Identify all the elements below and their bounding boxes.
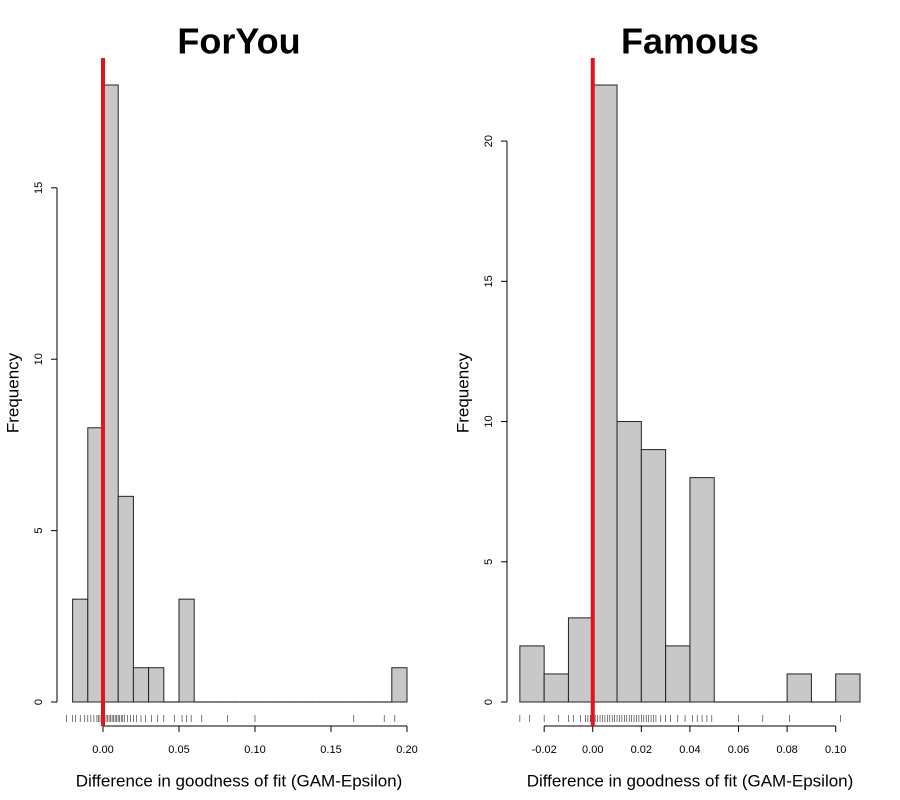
panel-1-y-tick-label-2: 10 — [33, 353, 45, 365]
panel-1-bar-0 — [72, 598, 89, 703]
panel-1-bar-7 — [178, 598, 195, 703]
panel-2-bar-0 — [519, 645, 545, 703]
panel-2-x-tick-label-0: -0.02 — [532, 744, 557, 756]
panel-1-bar-4 — [132, 667, 150, 703]
panel-2-y-tick-label-4: 20 — [483, 135, 495, 147]
panel-2-x-tick-label-3: 0.04 — [679, 744, 700, 756]
panel-2-y-tick-label-0: 0 — [483, 699, 495, 705]
panel-1-x-tick-label-0: 0.00 — [92, 744, 113, 756]
panel-1-bar-1 — [87, 427, 104, 703]
panel-2-bar-3 — [592, 84, 618, 703]
panel-1-y-tick-label-1: 5 — [33, 528, 45, 534]
panel-2-x-tick-label-4: 0.06 — [728, 744, 749, 756]
panel-1-y-axis-label: Frequency — [3, 352, 22, 433]
panel-2-bar-6 — [665, 645, 691, 703]
panel-2-title: Famous — [621, 21, 759, 62]
panel-2-y-axis-label: Frequency — [453, 352, 472, 433]
panel-2-y-tick-label-2: 10 — [483, 415, 495, 427]
panel-1-y-tick-label-3: 15 — [33, 182, 45, 194]
panel-1-bar-21 — [391, 667, 408, 703]
panel-2-x-tick-label-1: 0.00 — [582, 744, 603, 756]
panel-2-x-tick-label-6: 0.10 — [825, 744, 846, 756]
panel-1-x-tick-label-2: 0.10 — [244, 744, 265, 756]
panel-1-x-tick-label-3: 0.15 — [320, 744, 341, 756]
panel-2-bar-2 — [567, 617, 594, 703]
panel-2-bar-13 — [835, 673, 861, 703]
panel-2-y-tick-label-1: 5 — [483, 559, 495, 565]
panel-1-bar-5 — [148, 667, 165, 703]
panel-2-x-tick-label-5: 0.08 — [776, 744, 797, 756]
panel-1-x-axis-label: Difference in goodness of fit (GAM-Epsil… — [76, 771, 403, 790]
panel-1-bar-3 — [117, 495, 134, 703]
panel-1-y-tick-label-0: 0 — [33, 699, 45, 705]
panel-2-y-tick-label-3: 15 — [483, 275, 495, 287]
panel-2-bar-5 — [640, 449, 667, 703]
panel-1-x-tick-label-4: 0.20 — [396, 744, 417, 756]
panel-2-bar-4 — [616, 421, 642, 703]
panel-2-bar-7 — [689, 477, 715, 703]
panel-1-x-tick-label-1: 0.05 — [168, 744, 189, 756]
panel-1-bar-2 — [102, 84, 119, 703]
panel-2-x-tick-label-2: 0.02 — [631, 744, 652, 756]
panel-2-bar-11 — [786, 673, 812, 703]
panel-1-title: ForYou — [177, 21, 300, 62]
panel-2-x-axis-label: Difference in goodness of fit (GAM-Epsil… — [527, 771, 854, 790]
panel-2-bar-1 — [543, 673, 569, 703]
